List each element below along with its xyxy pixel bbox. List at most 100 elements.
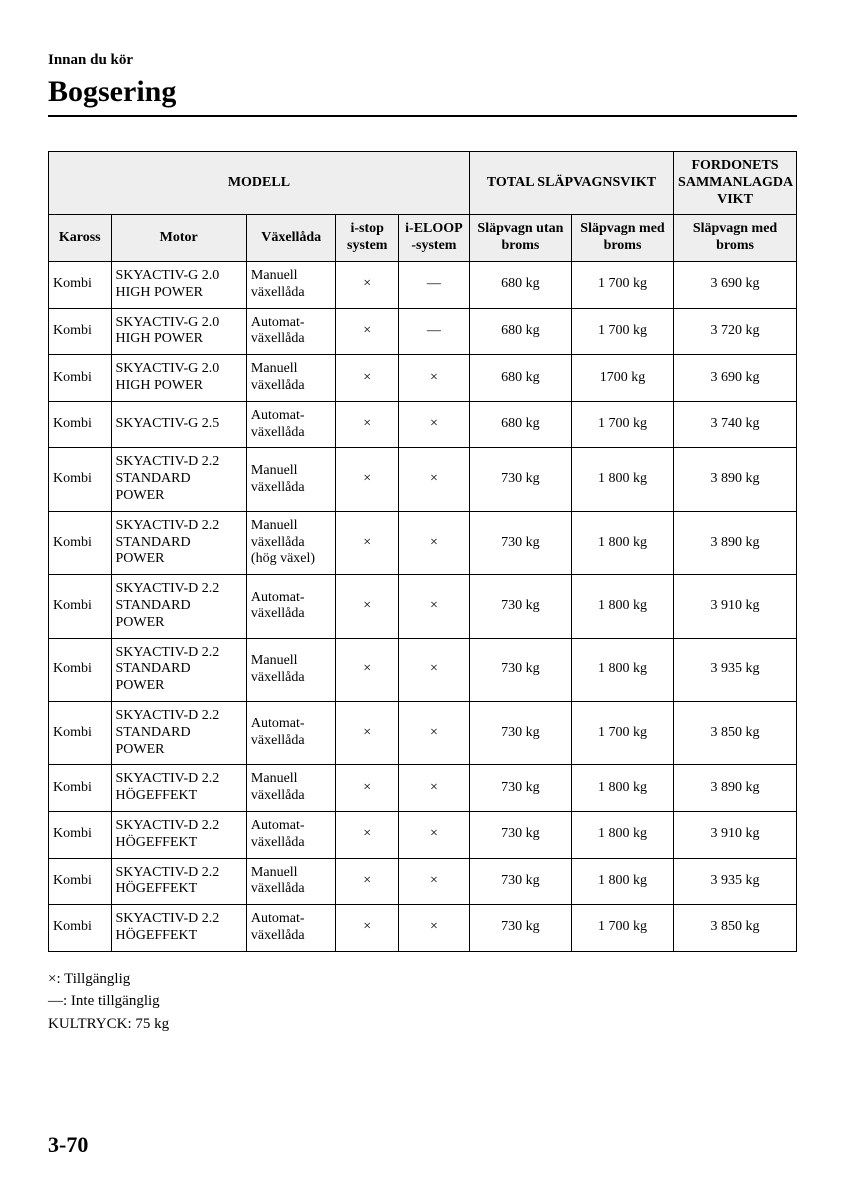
table-row: KombiSKYACTIV-D 2.2 HÖGEFFEKTManuell väx…: [49, 765, 797, 812]
cell-med: 1 800 kg: [571, 858, 673, 905]
cell-kaross: Kombi: [49, 261, 112, 308]
cell-motor: SKYACTIV-G 2.0 HIGH POWER: [111, 261, 246, 308]
th-total-broms: Släpvagn med broms: [674, 215, 797, 262]
th-vaxellada: Växellåda: [246, 215, 336, 262]
table-head: MODELL TOTAL SLÄPVAGNSVIKT FORDONETS SAM…: [49, 152, 797, 262]
table-row: KombiSKYACTIV-D 2.2 STANDARD POWERManuel…: [49, 511, 797, 574]
cell-total: 3 690 kg: [674, 261, 797, 308]
cell-med: 1 800 kg: [571, 765, 673, 812]
cell-med: 1700 kg: [571, 355, 673, 402]
cell-total: 3 910 kg: [674, 811, 797, 858]
cell-ieloop: ×: [398, 905, 469, 952]
cell-ieloop: ×: [398, 638, 469, 701]
legend: ×: Tillgänglig ―: Inte tillgänglig KULTR…: [48, 968, 797, 1036]
cell-utan: 680 kg: [469, 355, 571, 402]
table-row: KombiSKYACTIV-G 2.5Automat-växellåda××68…: [49, 401, 797, 448]
cell-utan: 730 kg: [469, 575, 571, 638]
cell-vaxel: Automat-växellåda: [246, 811, 336, 858]
th-kaross: Kaross: [49, 215, 112, 262]
cell-motor: SKYACTIV-D 2.2 STANDARD POWER: [111, 638, 246, 701]
cell-med: 1 800 kg: [571, 638, 673, 701]
cell-vaxel: Manuell växellåda: [246, 261, 336, 308]
cell-total: 3 850 kg: [674, 701, 797, 764]
th-group-fordonets: FORDONETS SAMMANLAGDA VIKT: [674, 152, 797, 215]
cell-ieloop: ―: [398, 261, 469, 308]
cell-med: 1 700 kg: [571, 401, 673, 448]
cell-motor: SKYACTIV-D 2.2 HÖGEFFEKT: [111, 905, 246, 952]
cell-motor: SKYACTIV-D 2.2 STANDARD POWER: [111, 448, 246, 511]
cell-istop: ×: [336, 858, 399, 905]
cell-med: 1 800 kg: [571, 448, 673, 511]
cell-istop: ×: [336, 261, 399, 308]
cell-kaross: Kombi: [49, 638, 112, 701]
cell-total: 3 740 kg: [674, 401, 797, 448]
cell-total: 3 890 kg: [674, 511, 797, 574]
cell-med: 1 700 kg: [571, 308, 673, 355]
cell-kaross: Kombi: [49, 701, 112, 764]
cell-ieloop: ―: [398, 308, 469, 355]
legend-line-1: ×: Tillgänglig: [48, 968, 797, 991]
cell-med: 1 700 kg: [571, 905, 673, 952]
cell-kaross: Kombi: [49, 811, 112, 858]
page: Innan du kör Bogsering MODELL TOTAL SLÄP…: [0, 0, 845, 1200]
cell-istop: ×: [336, 355, 399, 402]
cell-total: 3 850 kg: [674, 905, 797, 952]
cell-ieloop: ×: [398, 575, 469, 638]
cell-vaxel: Automat-växellåda: [246, 701, 336, 764]
cell-utan: 680 kg: [469, 401, 571, 448]
cell-istop: ×: [336, 511, 399, 574]
cell-ieloop: ×: [398, 858, 469, 905]
cell-istop: ×: [336, 575, 399, 638]
cell-utan: 730 kg: [469, 511, 571, 574]
cell-istop: ×: [336, 811, 399, 858]
cell-utan: 680 kg: [469, 261, 571, 308]
page-title: Bogsering: [48, 75, 797, 109]
cell-utan: 730 kg: [469, 905, 571, 952]
cell-utan: 730 kg: [469, 765, 571, 812]
cell-ieloop: ×: [398, 401, 469, 448]
cell-utan: 730 kg: [469, 858, 571, 905]
cell-vaxel: Manuell växellåda: [246, 448, 336, 511]
cell-vaxel: Automat-växellåda: [246, 401, 336, 448]
header-row-cols: Kaross Motor Växellåda i-stop system i-E…: [49, 215, 797, 262]
cell-total: 3 910 kg: [674, 575, 797, 638]
cell-motor: SKYACTIV-D 2.2 STANDARD POWER: [111, 575, 246, 638]
cell-total: 3 890 kg: [674, 765, 797, 812]
cell-kaross: Kombi: [49, 575, 112, 638]
table-row: KombiSKYACTIV-D 2.2 STANDARD POWERAutoma…: [49, 575, 797, 638]
cell-total: 3 890 kg: [674, 448, 797, 511]
cell-kaross: Kombi: [49, 308, 112, 355]
cell-vaxel: Automat-växellåda: [246, 575, 336, 638]
cell-motor: SKYACTIV-D 2.2 HÖGEFFEKT: [111, 858, 246, 905]
table-row: KombiSKYACTIV-D 2.2 STANDARD POWERAutoma…: [49, 701, 797, 764]
cell-istop: ×: [336, 905, 399, 952]
legend-line-3: KULTRYCK: 75 kg: [48, 1013, 797, 1036]
cell-motor: SKYACTIV-D 2.2 HÖGEFFEKT: [111, 765, 246, 812]
breadcrumb: Innan du kör: [48, 52, 797, 69]
cell-motor: SKYACTIV-G 2.0 HIGH POWER: [111, 355, 246, 402]
cell-utan: 730 kg: [469, 811, 571, 858]
table-row: KombiSKYACTIV-D 2.2 STANDARD POWERManuel…: [49, 448, 797, 511]
cell-total: 3 690 kg: [674, 355, 797, 402]
cell-istop: ×: [336, 638, 399, 701]
table-row: KombiSKYACTIV-D 2.2 HÖGEFFEKTManuell väx…: [49, 858, 797, 905]
cell-kaross: Kombi: [49, 905, 112, 952]
cell-vaxel: Manuell växellåda: [246, 858, 336, 905]
cell-vaxel: Manuell växellåda: [246, 355, 336, 402]
cell-kaross: Kombi: [49, 765, 112, 812]
cell-kaross: Kombi: [49, 511, 112, 574]
th-group-totalvikt: TOTAL SLÄPVAGNSVIKT: [469, 152, 673, 215]
cell-istop: ×: [336, 448, 399, 511]
cell-utan: 730 kg: [469, 701, 571, 764]
legend-line-2: ―: Inte tillgänglig: [48, 990, 797, 1013]
table-row: KombiSKYACTIV-D 2.2 STANDARD POWERManuel…: [49, 638, 797, 701]
th-ieloop: i-ELOOP -system: [398, 215, 469, 262]
cell-med: 1 700 kg: [571, 261, 673, 308]
cell-ieloop: ×: [398, 511, 469, 574]
cell-kaross: Kombi: [49, 448, 112, 511]
table-body: KombiSKYACTIV-G 2.0 HIGH POWERManuell vä…: [49, 261, 797, 951]
table-row: KombiSKYACTIV-G 2.0 HIGH POWERManuell vä…: [49, 261, 797, 308]
cell-istop: ×: [336, 765, 399, 812]
cell-utan: 730 kg: [469, 448, 571, 511]
cell-motor: SKYACTIV-D 2.2 STANDARD POWER: [111, 701, 246, 764]
